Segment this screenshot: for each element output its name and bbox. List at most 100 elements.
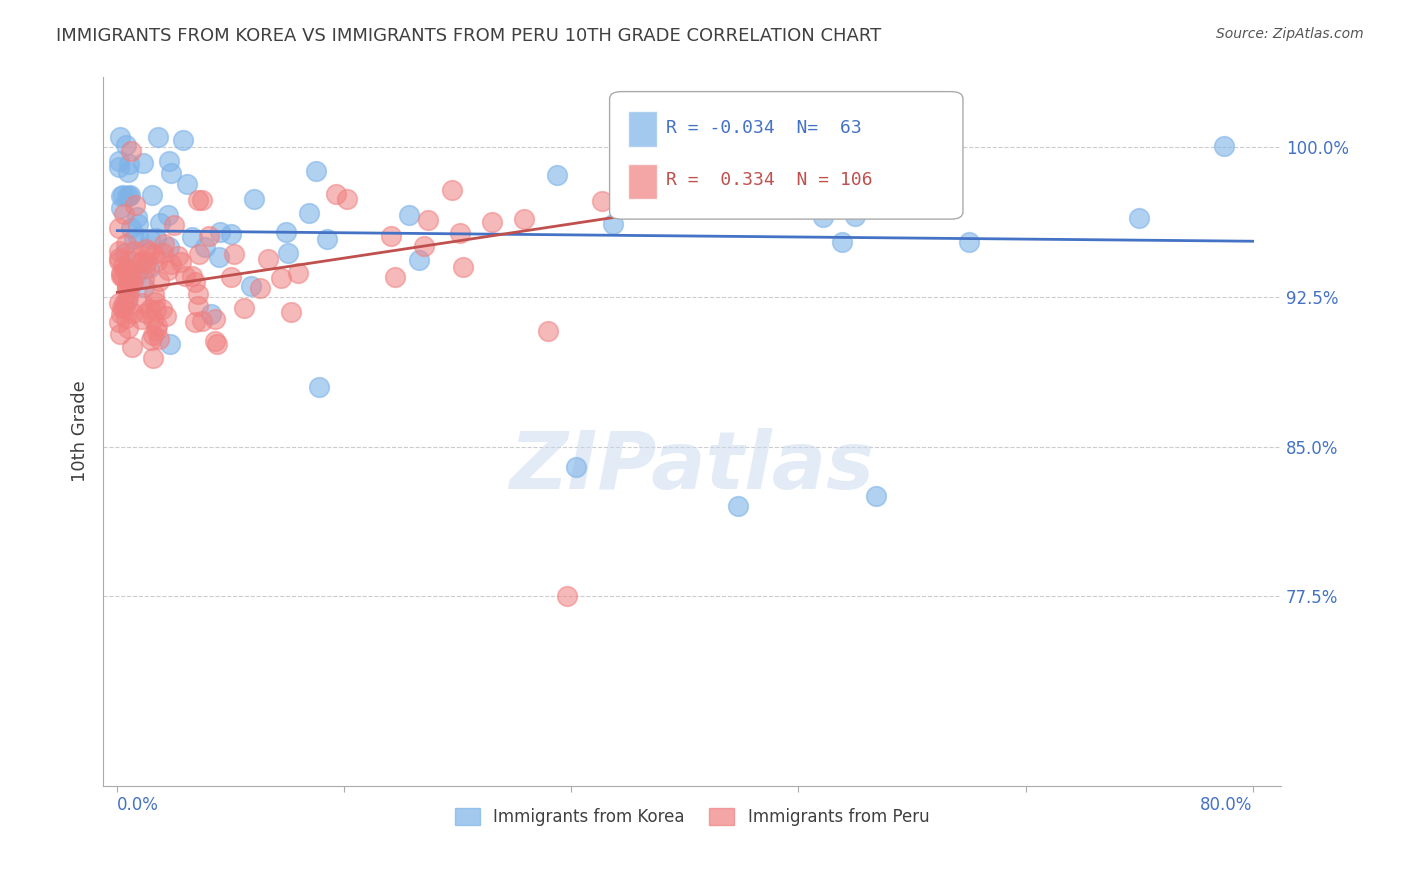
Point (110, 201, 132, 215)
Point (120, 144, 142, 158)
Point (121, 275, 143, 289)
Point (141, 188, 163, 202)
Point (287, 266, 309, 280)
Point (118, 285, 141, 299)
Point (127, 230, 149, 244)
Point (157, 262, 180, 277)
Point (135, 256, 157, 270)
Point (122, 276, 145, 290)
Point (135, 306, 157, 320)
Point (160, 166, 183, 180)
Point (308, 380, 330, 394)
Point (118, 189, 141, 203)
Point (120, 254, 142, 268)
Point (127, 217, 149, 231)
Point (129, 312, 152, 326)
Point (512, 211, 534, 226)
Point (270, 271, 292, 285)
Point (219, 269, 242, 284)
Point (166, 250, 188, 264)
Point (142, 351, 165, 365)
Point (122, 244, 145, 258)
Point (183, 275, 205, 289)
Point (727, 500, 749, 514)
Point (157, 153, 180, 168)
Point (257, 252, 280, 267)
Point (110, 307, 132, 321)
Point (118, 157, 141, 171)
Point (145, 303, 167, 318)
Point (121, 340, 143, 354)
Point (602, 218, 624, 232)
Point (152, 237, 174, 252)
Point (110, 301, 132, 315)
Point (107, 244, 129, 258)
Point (249, 281, 271, 295)
Point (184, 315, 207, 329)
Point (280, 305, 302, 319)
Point (398, 208, 420, 222)
Point (240, 279, 263, 293)
Point (146, 318, 169, 333)
Point (160, 257, 183, 271)
Point (811, 210, 834, 224)
Point (865, 490, 887, 504)
Point (1128, 211, 1150, 225)
Point (135, 243, 157, 257)
Point (180, 268, 202, 283)
Point (115, 188, 138, 202)
Point (145, 231, 167, 245)
Point (453, 260, 475, 274)
Point (187, 193, 209, 207)
Point (222, 246, 245, 260)
Point (108, 253, 131, 268)
Point (148, 332, 170, 346)
Point (173, 268, 195, 283)
Point (187, 287, 209, 301)
Point (118, 275, 141, 289)
Point (143, 295, 166, 310)
Point (274, 225, 297, 239)
Point (146, 254, 169, 268)
Point (115, 237, 138, 252)
Point (209, 225, 232, 239)
Point (118, 187, 141, 202)
Point (112, 207, 135, 221)
Point (555, 589, 578, 603)
Text: 0.0%: 0.0% (117, 796, 159, 814)
Point (159, 240, 181, 254)
Point (170, 254, 193, 268)
Point (111, 269, 134, 284)
Point (111, 259, 134, 273)
Point (142, 247, 165, 261)
Point (110, 327, 132, 342)
Point (117, 321, 139, 335)
Point (107, 295, 129, 310)
FancyBboxPatch shape (610, 92, 963, 219)
Legend: Immigrants from Korea, Immigrants from Peru: Immigrants from Korea, Immigrants from P… (446, 799, 938, 834)
Point (232, 301, 254, 315)
Point (132, 156, 155, 170)
Point (115, 277, 138, 291)
Point (591, 194, 613, 208)
Point (481, 215, 503, 229)
Point (148, 216, 170, 230)
Point (115, 262, 138, 277)
Point (117, 291, 139, 305)
Point (148, 130, 170, 145)
Point (191, 193, 214, 207)
Point (115, 281, 138, 295)
Point (191, 314, 214, 328)
Point (408, 252, 430, 267)
Point (384, 270, 406, 285)
Point (145, 323, 167, 337)
Point (200, 307, 222, 321)
Point (198, 229, 221, 244)
Point (107, 252, 129, 266)
Point (380, 228, 402, 243)
Y-axis label: 10th Grade: 10th Grade (72, 381, 89, 483)
Point (440, 183, 463, 197)
Point (138, 244, 160, 259)
Point (142, 327, 165, 342)
Point (305, 164, 328, 178)
